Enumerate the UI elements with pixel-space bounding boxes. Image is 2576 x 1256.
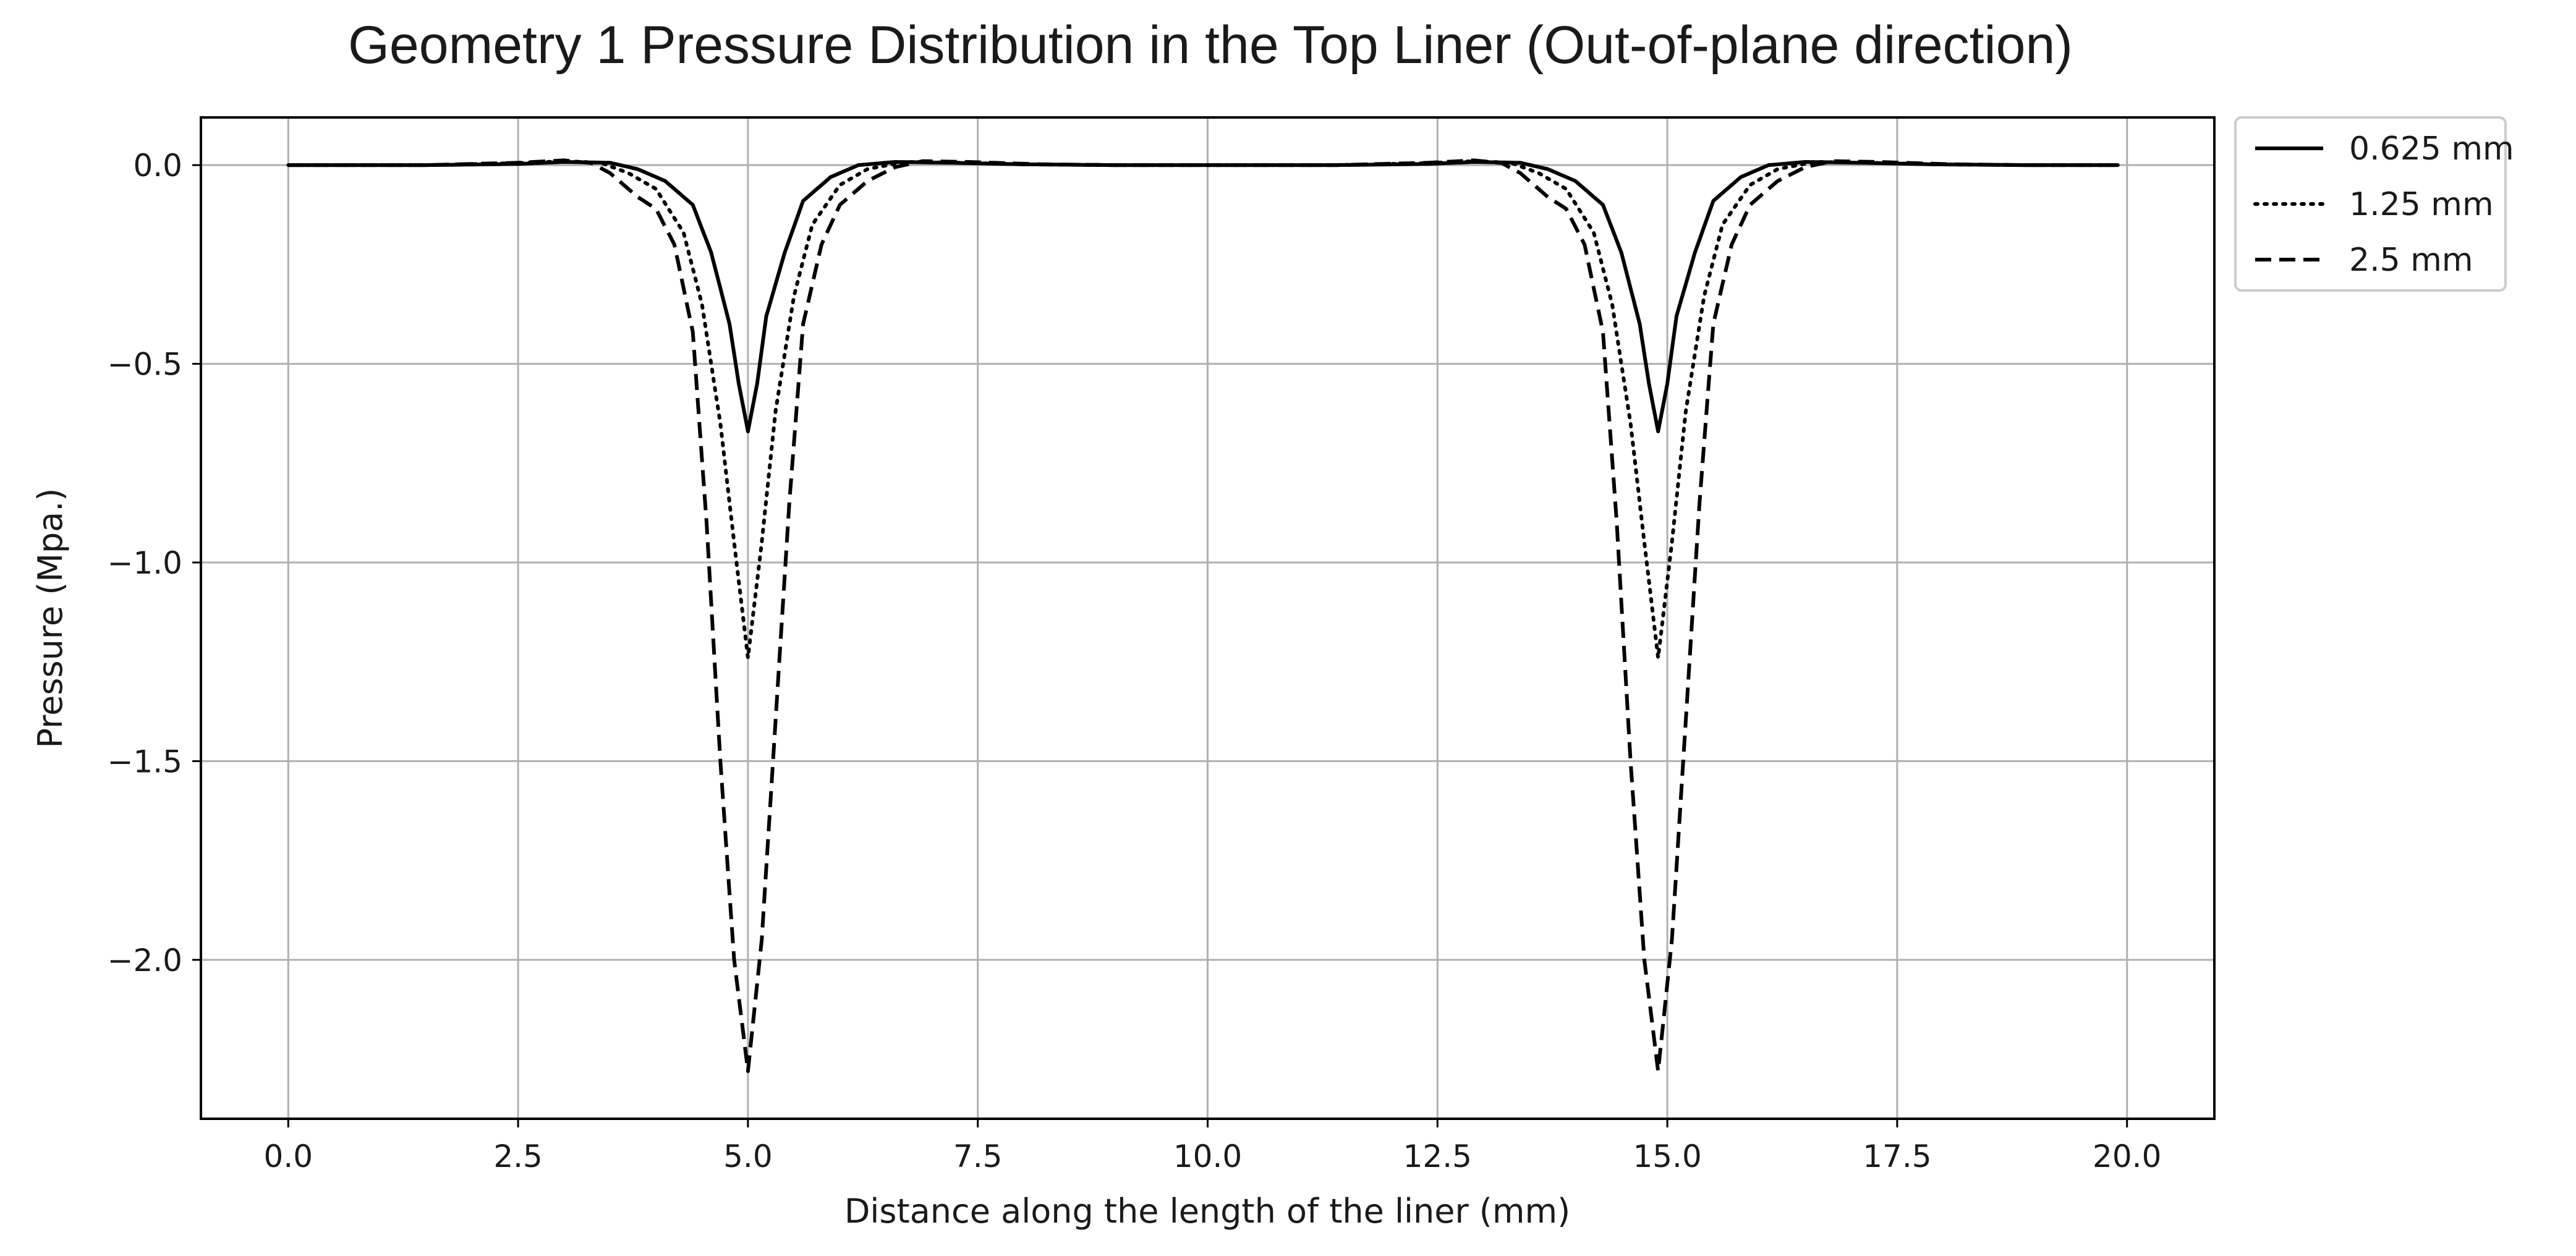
chart: 0.0 2.5 5.0 7.5 10.0 12.5 15.0 17.5 20.0 0.0 −0.5 −… <box>0 0 2576 1256</box>
chart-title: Geometry 1 Pressure Distribution in the … <box>348 15 2073 75</box>
ticks: 0.0 2.5 5.0 7.5 10.0 12.5 15.0 17.5 20.0 0.0 −0.5 −… <box>108 148 2162 1174</box>
legend-label-2: 1.25 mm <box>2349 186 2494 223</box>
series-layer <box>288 160 2118 1071</box>
legend: 0.625 mm 1.25 mm 2.5 mm <box>2235 117 2514 291</box>
x-tick-label: 2.5 <box>493 1139 543 1174</box>
y-tick-label: −1.5 <box>108 744 182 779</box>
y-tick-label: −1.0 <box>108 545 182 581</box>
x-tick-label: 20.0 <box>2093 1139 2161 1174</box>
x-tick-label: 7.5 <box>953 1139 1003 1174</box>
y-tick-label: 0.0 <box>133 148 182 184</box>
x-tick-label: 15.0 <box>1633 1139 1701 1174</box>
x-tick-label: 17.5 <box>1863 1139 1931 1174</box>
y-tick-label: −0.5 <box>108 347 182 383</box>
x-axis-label: Distance along the length of the liner (… <box>844 1192 1570 1231</box>
series-line-2 <box>288 161 2118 658</box>
series-line-1 <box>288 162 2118 431</box>
series-line-3 <box>288 160 2118 1071</box>
grid <box>201 117 2214 1119</box>
y-axis-label: Pressure (Mpa.) <box>31 488 70 748</box>
legend-label-1: 0.625 mm <box>2349 130 2514 168</box>
legend-label-3: 2.5 mm <box>2349 242 2473 279</box>
x-tick-label: 0.0 <box>264 1139 313 1174</box>
x-tick-label: 10.0 <box>1173 1139 1242 1174</box>
x-tick-label: 5.0 <box>723 1139 773 1174</box>
y-tick-label: −2.0 <box>108 943 182 978</box>
x-tick-label: 12.5 <box>1403 1139 1472 1174</box>
